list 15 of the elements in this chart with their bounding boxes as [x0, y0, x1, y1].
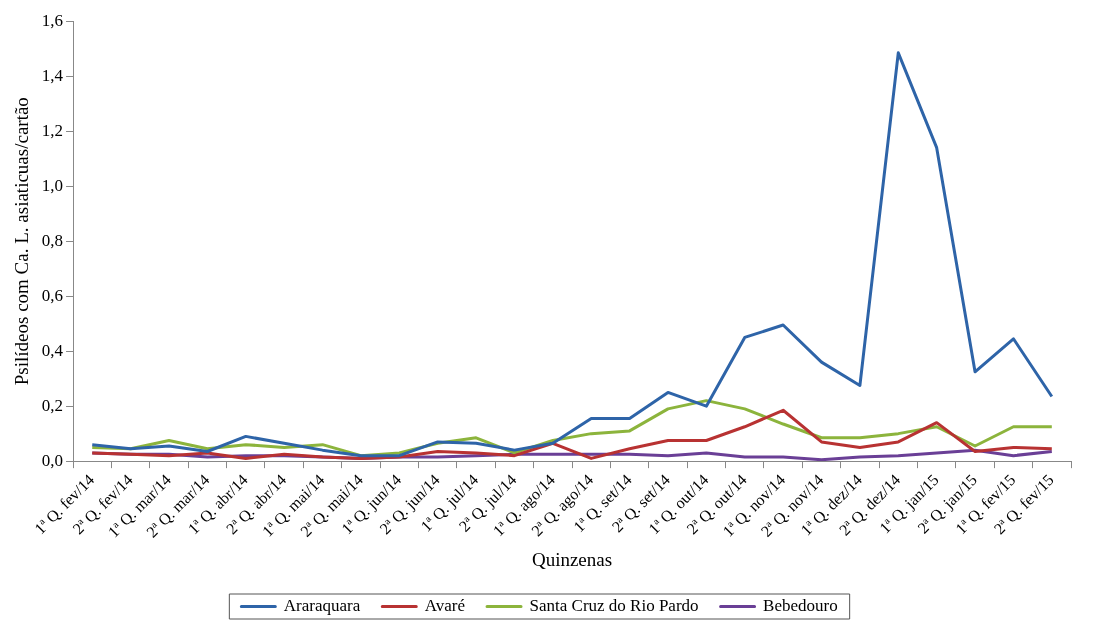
legend-label: Avaré [424, 595, 466, 615]
x-axis-title: Quinzenas [531, 548, 613, 570]
y-tick-label: 0,6 [41, 285, 64, 305]
y-tick-label: 1,0 [41, 175, 64, 195]
y-tick-label: 1,4 [41, 65, 64, 85]
legend-label: Bebedouro [763, 595, 838, 615]
y-tick-label: 0,0 [41, 450, 64, 470]
y-tick-label: 0,2 [41, 395, 64, 415]
legend-label: Santa Cruz do Rio Pardo [529, 595, 699, 615]
y-tick-label: 0,8 [41, 230, 64, 250]
y-tick-label: 1,6 [41, 10, 64, 30]
y-axis-title: Psilídeos com Ca. L. asiaticuas/cartão [11, 97, 33, 386]
legend-label: Araraquara [283, 595, 361, 615]
y-tick-label: 1,2 [41, 120, 64, 140]
y-tick-label: 0,4 [41, 340, 64, 360]
